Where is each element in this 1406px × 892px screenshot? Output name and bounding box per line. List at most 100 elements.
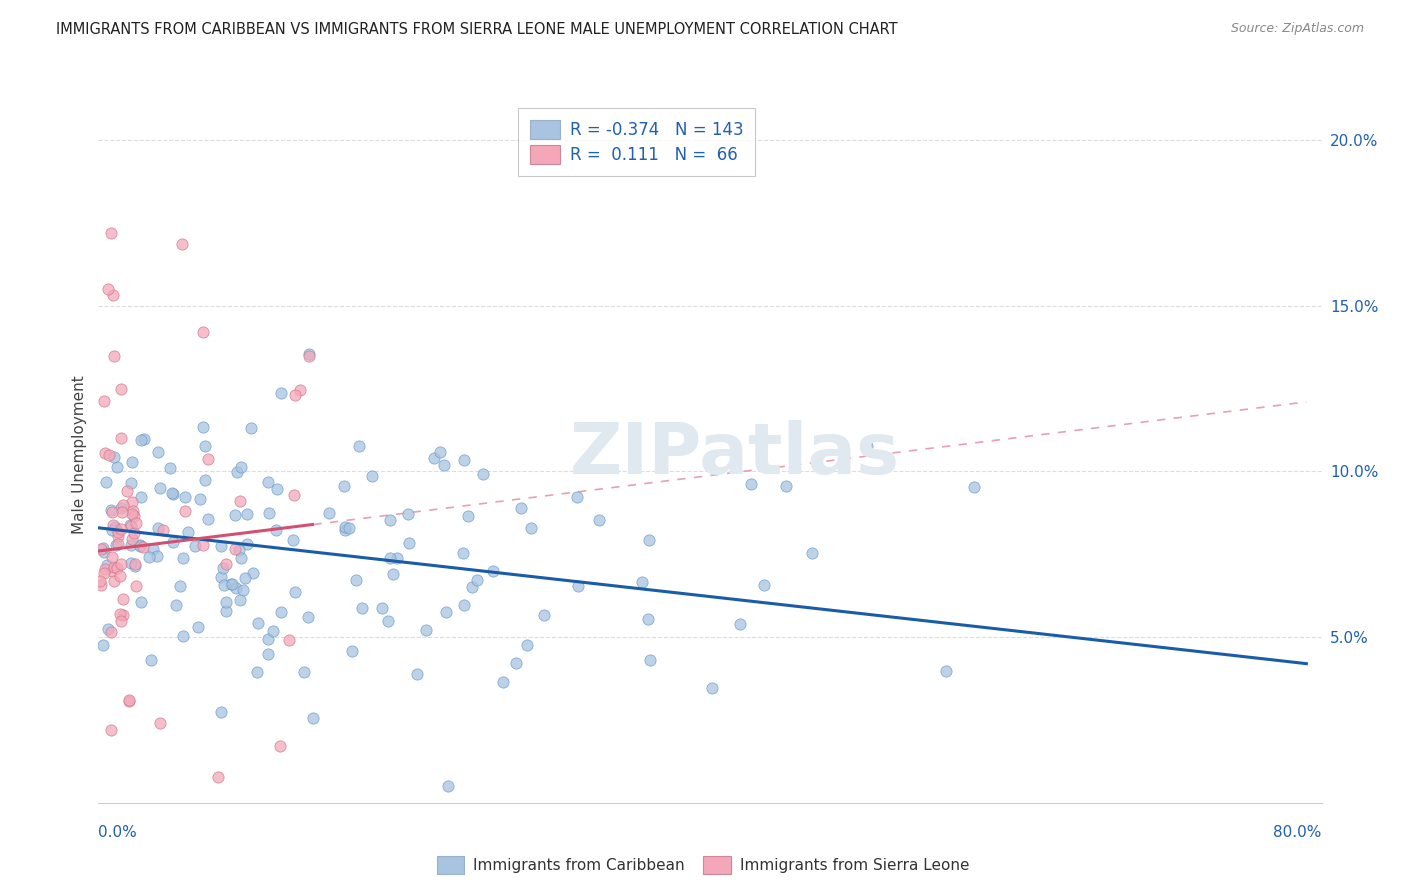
- Point: [112, 498, 135, 512]
- Point: [215, 595, 238, 609]
- Point: [97, 622, 120, 636]
- Point: [122, 508, 145, 523]
- Point: [129, 434, 152, 448]
- Point: [637, 533, 659, 547]
- Point: [492, 675, 515, 690]
- Point: [100, 723, 122, 737]
- Point: [228, 543, 250, 558]
- Point: [398, 536, 420, 550]
- Point: [935, 665, 957, 679]
- Point: [638, 653, 661, 667]
- Point: [124, 558, 146, 572]
- Point: [159, 461, 181, 475]
- Point: [107, 524, 129, 539]
- Point: [302, 710, 325, 724]
- Point: [509, 500, 531, 515]
- Point: [103, 560, 125, 574]
- Point: [236, 537, 259, 551]
- Point: [184, 539, 207, 553]
- Point: [482, 564, 505, 578]
- Point: [90, 578, 112, 592]
- Point: [174, 504, 197, 518]
- Point: [775, 479, 797, 493]
- Point: [110, 500, 132, 515]
- Point: [193, 439, 215, 453]
- Point: [90, 541, 112, 556]
- Point: [110, 431, 132, 445]
- Point: [337, 521, 360, 535]
- Point: [212, 560, 235, 574]
- Point: [229, 593, 252, 607]
- Point: [333, 523, 356, 537]
- Point: [856, 439, 879, 453]
- Point: [138, 549, 160, 564]
- Point: [378, 551, 401, 566]
- Point: [122, 504, 145, 518]
- Point: [148, 521, 170, 535]
- Point: [453, 546, 475, 560]
- Point: [149, 481, 172, 495]
- Point: [103, 574, 125, 589]
- Y-axis label: Male Unemployment: Male Unemployment: [72, 376, 87, 534]
- Point: [229, 493, 252, 508]
- Point: [298, 350, 321, 364]
- Point: [110, 607, 132, 621]
- Point: [283, 487, 305, 501]
- Point: [233, 572, 256, 586]
- Point: [385, 550, 408, 565]
- Point: [405, 666, 427, 681]
- Point: [188, 491, 211, 506]
- Point: [433, 458, 456, 473]
- Point: [103, 349, 125, 363]
- Point: [730, 616, 752, 631]
- Point: [104, 538, 127, 552]
- Point: [215, 557, 238, 571]
- Point: [257, 632, 280, 646]
- Point: [453, 598, 475, 612]
- Point: [101, 505, 124, 519]
- Point: [91, 638, 114, 652]
- Point: [121, 532, 143, 546]
- Point: [740, 476, 762, 491]
- Point: [219, 577, 242, 591]
- Point: [111, 608, 134, 623]
- Text: ZIPatlas: ZIPatlas: [569, 420, 900, 490]
- Point: [173, 490, 195, 504]
- Point: [111, 591, 134, 606]
- Point: [453, 453, 475, 467]
- Point: [93, 566, 115, 580]
- Point: [257, 506, 280, 520]
- Point: [423, 451, 446, 466]
- Legend: Immigrants from Caribbean, Immigrants from Sierra Leone: Immigrants from Caribbean, Immigrants fr…: [430, 850, 976, 880]
- Point: [104, 520, 127, 534]
- Point: [100, 549, 122, 564]
- Point: [262, 624, 284, 638]
- Text: 0.0%: 0.0%: [98, 825, 138, 840]
- Point: [170, 237, 193, 252]
- Text: Source: ZipAtlas.com: Source: ZipAtlas.com: [1230, 22, 1364, 36]
- Point: [125, 516, 148, 531]
- Point: [120, 557, 142, 571]
- Point: [93, 545, 115, 559]
- Point: [266, 483, 288, 497]
- Point: [172, 629, 194, 643]
- Point: [121, 495, 143, 509]
- Point: [292, 665, 315, 680]
- Text: IMMIGRANTS FROM CARIBBEAN VS IMMIGRANTS FROM SIERRA LEONE MALE UNEMPLOYMENT CORR: IMMIGRANTS FROM CARIBBEAN VS IMMIGRANTS …: [56, 22, 898, 37]
- Point: [232, 583, 254, 598]
- Point: [290, 384, 312, 398]
- Point: [533, 607, 555, 622]
- Point: [240, 421, 263, 435]
- Point: [129, 538, 152, 552]
- Point: [229, 551, 252, 566]
- Point: [128, 539, 150, 553]
- Point: [124, 579, 146, 593]
- Point: [588, 513, 610, 527]
- Point: [224, 508, 246, 523]
- Point: [110, 522, 132, 536]
- Point: [209, 540, 232, 554]
- Point: [235, 507, 257, 521]
- Point: [122, 526, 145, 541]
- Point: [118, 694, 141, 708]
- Point: [177, 524, 200, 539]
